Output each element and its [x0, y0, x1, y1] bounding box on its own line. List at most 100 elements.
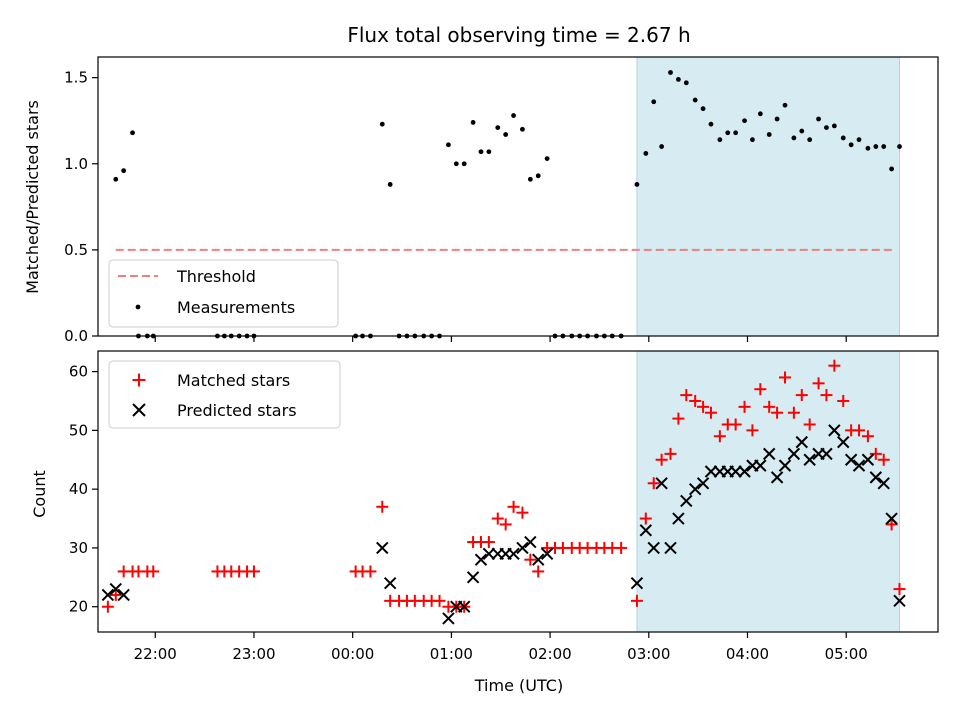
count-y-axis: 20 30 40 50 60 — [69, 363, 98, 616]
matched-stars-point — [499, 518, 512, 531]
matched-stars-point — [247, 565, 260, 578]
measurement-point — [461, 161, 467, 167]
ratio-y-tick-label: 0.0 — [64, 327, 88, 345]
measurement-point — [668, 70, 673, 75]
measurement-point — [865, 145, 871, 151]
matched-stars-point — [877, 453, 890, 466]
predicted-stars-point — [877, 477, 890, 490]
matched-stars-point — [713, 430, 726, 443]
measurement-point — [799, 128, 805, 134]
count-observing-window — [636, 350, 901, 633]
matched-stars-series — [101, 359, 906, 613]
matched-stars-point — [516, 506, 529, 519]
measurement-point — [831, 123, 837, 129]
measurement-point — [486, 149, 492, 155]
matched-stars-point — [738, 400, 751, 413]
matched-stars-point — [779, 371, 792, 384]
measurement-point — [520, 126, 525, 132]
predicted-stars-point — [672, 512, 685, 525]
predicted-stars-point — [778, 459, 792, 472]
matched-stars-point — [482, 536, 495, 549]
matched-stars-point — [689, 394, 702, 407]
measurements-legend-swatch — [135, 304, 141, 310]
measurement-point — [848, 142, 854, 148]
measurement-point — [897, 144, 902, 149]
measurement-point — [453, 161, 459, 167]
measurement-point — [121, 168, 127, 174]
measurement-point — [478, 149, 484, 155]
matched-stars-point — [795, 389, 808, 402]
measurement-point — [757, 111, 763, 117]
ratio-panel-frame — [97, 56, 939, 337]
matched-stars-point — [754, 383, 767, 396]
time-x-axis: 22:00 23:00 00:00 01:00 02:00 03:00 04:00 05:00 — [134, 632, 868, 663]
measurement-point — [742, 118, 747, 124]
ratio-y-tick-label: 1.5 — [64, 69, 88, 87]
predicted-stars-point — [763, 447, 776, 461]
matched-stars-point — [861, 430, 874, 443]
predicted-stars-point — [532, 553, 545, 566]
ratio-highlight-span — [636, 56, 901, 337]
ratio-y-axis-label: Matched/Predicted stars — [23, 100, 42, 294]
matched-stars-point — [615, 541, 628, 554]
matched-stars-point — [763, 400, 776, 413]
measurement-point — [535, 173, 541, 179]
predicted-stars-point — [376, 541, 389, 555]
predicted-stars-point — [828, 424, 841, 437]
predicted-stars-point — [861, 453, 875, 466]
predicted-stars-point — [457, 600, 471, 613]
matched-stars-point — [647, 477, 660, 490]
matched-stars-point — [837, 394, 850, 407]
measurement-point — [495, 125, 501, 131]
matched-stars-point — [364, 565, 377, 578]
measurement-point — [725, 130, 731, 136]
measurement-point — [503, 132, 509, 137]
threshold-legend-label: Threshold — [176, 267, 256, 286]
matched-stars-point — [771, 406, 784, 419]
predicted-stars-point — [770, 471, 784, 484]
measurement-point — [675, 76, 681, 82]
predicted-stars-point — [630, 576, 644, 590]
measurement-point — [544, 156, 550, 162]
predicted-stars-point — [109, 582, 122, 596]
matched-stars-point — [101, 600, 114, 613]
matched-stars-point — [803, 418, 816, 431]
measurement-point — [873, 144, 879, 149]
matched-legend-label: Matched stars — [177, 371, 290, 390]
matched-stars-point — [532, 565, 545, 578]
time-x-tick-label: 05:00 — [825, 645, 868, 663]
measurement-point — [692, 97, 698, 103]
measurement-point — [379, 121, 385, 127]
measurement-point — [824, 125, 829, 131]
measurement-point — [511, 113, 516, 118]
count-panel-frame — [97, 350, 939, 633]
matched-stars-point — [787, 406, 800, 419]
count-y-tick-label: 20 — [69, 598, 88, 616]
matched-stars-point — [746, 424, 759, 437]
matched-stars-point — [869, 447, 882, 460]
matched-legend-swatch — [132, 373, 146, 387]
matched-stars-point — [147, 565, 160, 578]
predicted-stars-point — [837, 435, 850, 449]
measurement-point — [643, 151, 649, 156]
ratio-observing-window — [636, 56, 901, 337]
matched-stars-point — [376, 500, 389, 513]
measurement-point — [856, 137, 862, 143]
measurement-point — [634, 182, 640, 187]
predicted-stars-point — [754, 459, 767, 472]
matched-stars-point — [507, 500, 520, 513]
measurement-point — [130, 130, 135, 136]
count-y-tick-label: 60 — [69, 363, 88, 381]
measurement-point — [766, 132, 772, 137]
count-legend-box — [108, 360, 341, 429]
matched-stars-point — [672, 412, 685, 425]
measurement-point — [774, 116, 780, 122]
ratio-legend: Threshold Measurements — [108, 259, 339, 328]
ratio-legend-box — [108, 259, 339, 328]
ratio-y-tick-label: 0.5 — [64, 241, 88, 259]
measurement-point — [470, 120, 476, 125]
measurement-point — [708, 121, 714, 127]
measurement-point — [782, 102, 788, 108]
count-y-axis-label: Count — [30, 470, 49, 518]
matched-stars-point — [655, 453, 668, 466]
